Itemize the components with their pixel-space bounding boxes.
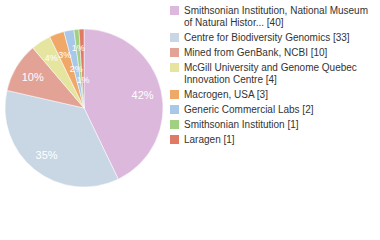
legend-label: Laragen [1] (184, 134, 235, 145)
pie (5, 29, 163, 187)
legend-swatch (170, 63, 179, 72)
legend-swatch (170, 135, 179, 144)
chart: 42%35%10%4%3%2%1%1%Smithsonian Instituti… (0, 0, 380, 240)
legend-swatch (170, 90, 179, 99)
data-label: 42% (132, 89, 154, 101)
legend-swatch (170, 120, 179, 129)
data-label: 10% (22, 71, 44, 83)
legend-label: Mined from GenBank, NCBI [10] (184, 47, 328, 58)
legend-label: Smithsonian Institution, National Museum… (184, 5, 368, 28)
legend-label-line: Smithsonian Institution [1] (184, 119, 299, 130)
legend: Smithsonian Institution, National Museum… (170, 5, 368, 145)
data-label: 1% (72, 43, 85, 53)
data-labels: 42%35%10%4%3%2%1%1% (22, 43, 154, 161)
data-label: 4% (45, 53, 58, 63)
legend-label: McGill University and Genome QuebecInnov… (184, 62, 357, 85)
legend-label: Macrogen, USA [3] (184, 89, 268, 100)
legend-label-line: Innovation Centre [4] (184, 74, 277, 85)
data-label: 2% (70, 64, 83, 74)
legend-label-line: Macrogen, USA [3] (184, 89, 268, 100)
legend-swatch (170, 105, 179, 114)
data-label: 35% (36, 149, 58, 161)
pie-slice (64, 30, 84, 108)
legend-label-line: Generic Commercial Labs [2] (184, 104, 314, 115)
data-label: 3% (58, 50, 71, 60)
legend-label: Centre for Biodiversity Genomics [33] (184, 32, 350, 43)
legend-label: Generic Commercial Labs [2] (184, 104, 314, 115)
legend-swatch (170, 33, 179, 42)
legend-label-line: McGill University and Genome Quebec (184, 62, 357, 73)
legend-swatch (170, 48, 179, 57)
pie-slice (5, 90, 118, 187)
legend-label-line: Smithsonian Institution, National Museum (184, 5, 368, 16)
legend-label-line: Laragen [1] (184, 134, 235, 145)
legend-swatch (170, 6, 179, 15)
data-label: 1% (77, 75, 90, 85)
legend-label-line: of Natural Histor... [40] (184, 17, 284, 28)
legend-label-line: Centre for Biodiversity Genomics [33] (184, 32, 350, 43)
legend-label: Smithsonian Institution [1] (184, 119, 299, 130)
legend-label-line: Mined from GenBank, NCBI [10] (184, 47, 328, 58)
